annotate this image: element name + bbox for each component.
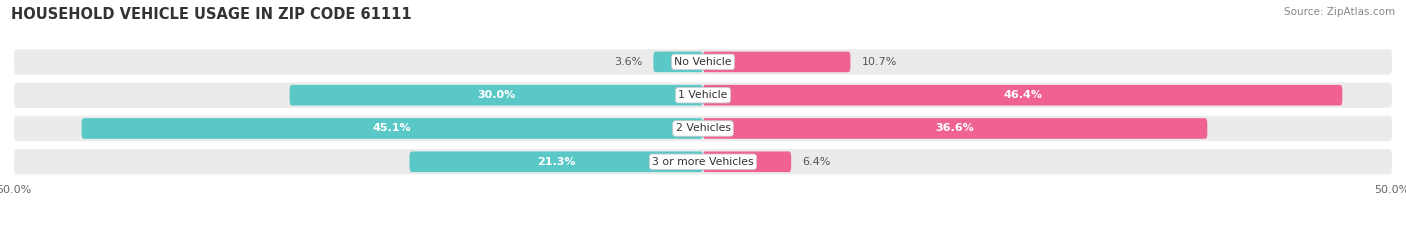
FancyBboxPatch shape — [703, 118, 1208, 139]
Text: HOUSEHOLD VEHICLE USAGE IN ZIP CODE 61111: HOUSEHOLD VEHICLE USAGE IN ZIP CODE 6111… — [11, 7, 412, 22]
FancyBboxPatch shape — [14, 49, 1392, 75]
Text: 2 Vehicles: 2 Vehicles — [675, 123, 731, 134]
Text: 21.3%: 21.3% — [537, 157, 575, 167]
Text: 45.1%: 45.1% — [373, 123, 412, 134]
Text: Source: ZipAtlas.com: Source: ZipAtlas.com — [1284, 7, 1395, 17]
FancyBboxPatch shape — [703, 151, 792, 172]
Text: 3 or more Vehicles: 3 or more Vehicles — [652, 157, 754, 167]
Text: 46.4%: 46.4% — [1002, 90, 1042, 100]
Text: 30.0%: 30.0% — [477, 90, 516, 100]
Text: 10.7%: 10.7% — [862, 57, 897, 67]
FancyBboxPatch shape — [82, 118, 703, 139]
Text: No Vehicle: No Vehicle — [675, 57, 731, 67]
FancyBboxPatch shape — [703, 85, 1343, 106]
FancyBboxPatch shape — [14, 116, 1392, 141]
Text: 1 Vehicle: 1 Vehicle — [678, 90, 728, 100]
FancyBboxPatch shape — [409, 151, 703, 172]
FancyBboxPatch shape — [703, 51, 851, 72]
FancyBboxPatch shape — [14, 149, 1392, 175]
Text: 3.6%: 3.6% — [614, 57, 643, 67]
FancyBboxPatch shape — [290, 85, 703, 106]
FancyBboxPatch shape — [654, 51, 703, 72]
Text: 36.6%: 36.6% — [936, 123, 974, 134]
Text: 6.4%: 6.4% — [803, 157, 831, 167]
FancyBboxPatch shape — [14, 82, 1392, 108]
